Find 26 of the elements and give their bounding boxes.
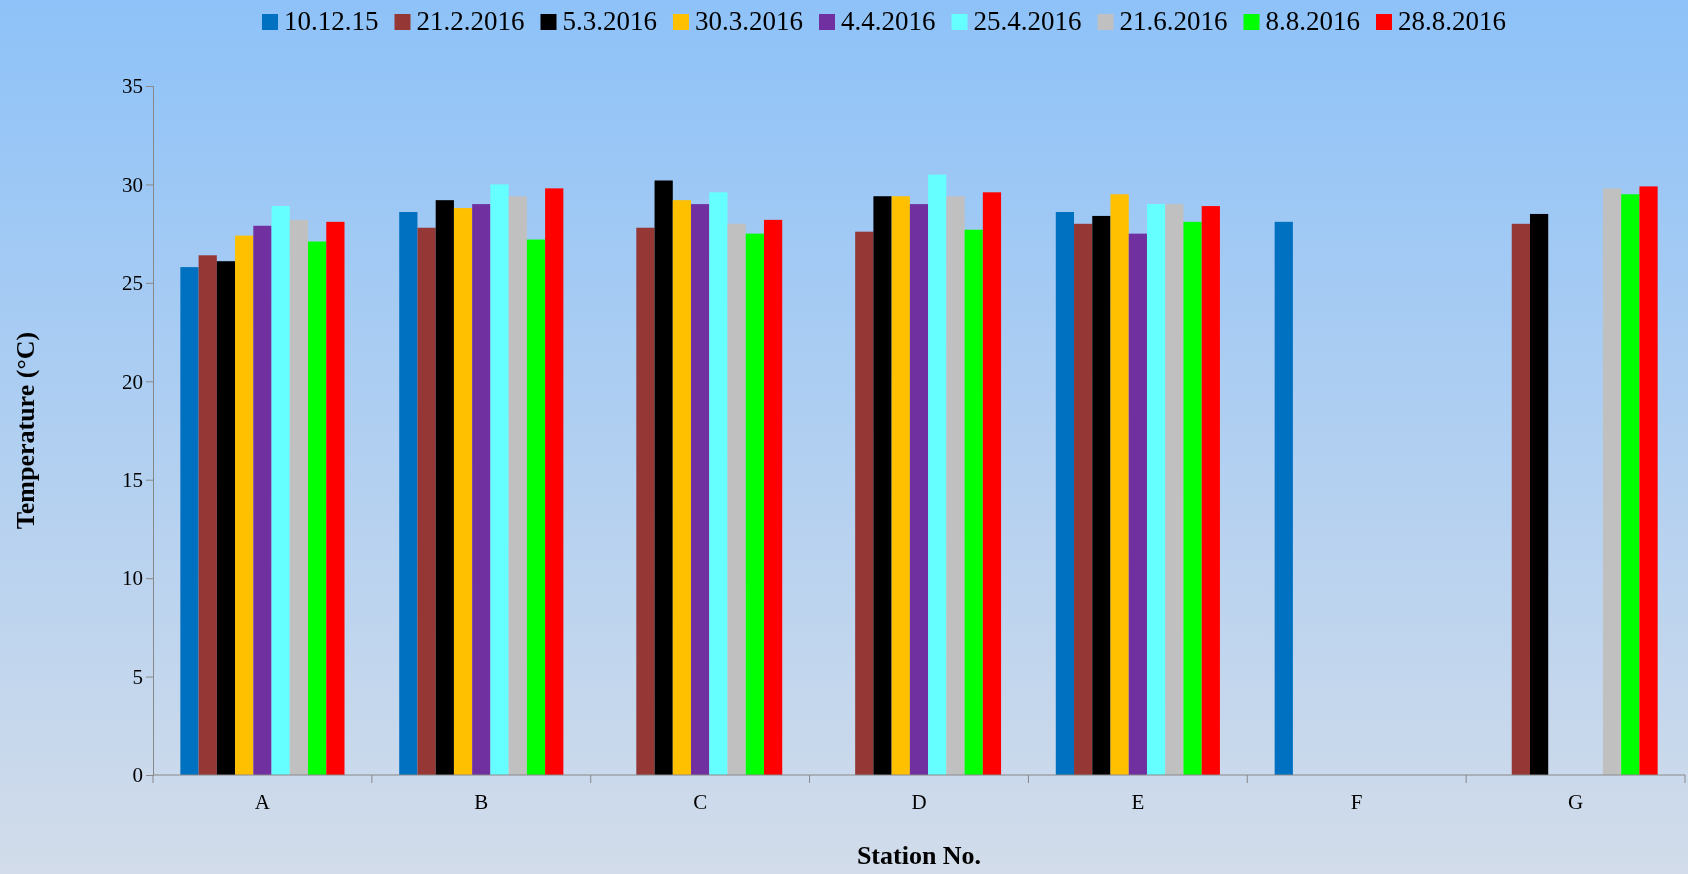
y-tick-label: 0 — [132, 763, 143, 788]
y-tick-label: 10 — [122, 566, 143, 591]
legend-label: 10.12.15 — [284, 6, 379, 36]
legend-label: 28.8.2016 — [1398, 6, 1506, 36]
y-tick-label: 35 — [122, 74, 143, 99]
y-tick-label: 25 — [122, 271, 143, 296]
x-tick-label: F — [1350, 790, 1363, 814]
x-tick-label: D — [911, 790, 927, 814]
x-tick-label: C — [693, 790, 708, 814]
legend-label: 21.6.2016 — [1119, 6, 1228, 36]
legend-label: 5.3.2016 — [562, 6, 657, 36]
y-tick-label: 5 — [132, 664, 143, 689]
x-tick-label: G — [1567, 790, 1584, 814]
y-tick-label: 30 — [122, 172, 143, 197]
legend-label: 25.4.2016 — [973, 6, 1082, 36]
legend-label: 30.3.2016 — [695, 6, 803, 36]
x-axis-title: Station No. — [856, 841, 982, 870]
y-axis-title: Temperature (°C) — [11, 331, 40, 530]
x-tick-label: B — [474, 790, 489, 814]
x-tick-label: E — [1131, 790, 1145, 814]
legend-label: 4.4.2016 — [841, 6, 936, 36]
y-tick-label: 15 — [122, 467, 143, 492]
y-tick-label: 20 — [122, 369, 143, 394]
legend-label: 8.8.2016 — [1265, 6, 1360, 36]
legend-label: 21.2.2016 — [416, 6, 525, 36]
x-tick-label: A — [254, 790, 271, 814]
